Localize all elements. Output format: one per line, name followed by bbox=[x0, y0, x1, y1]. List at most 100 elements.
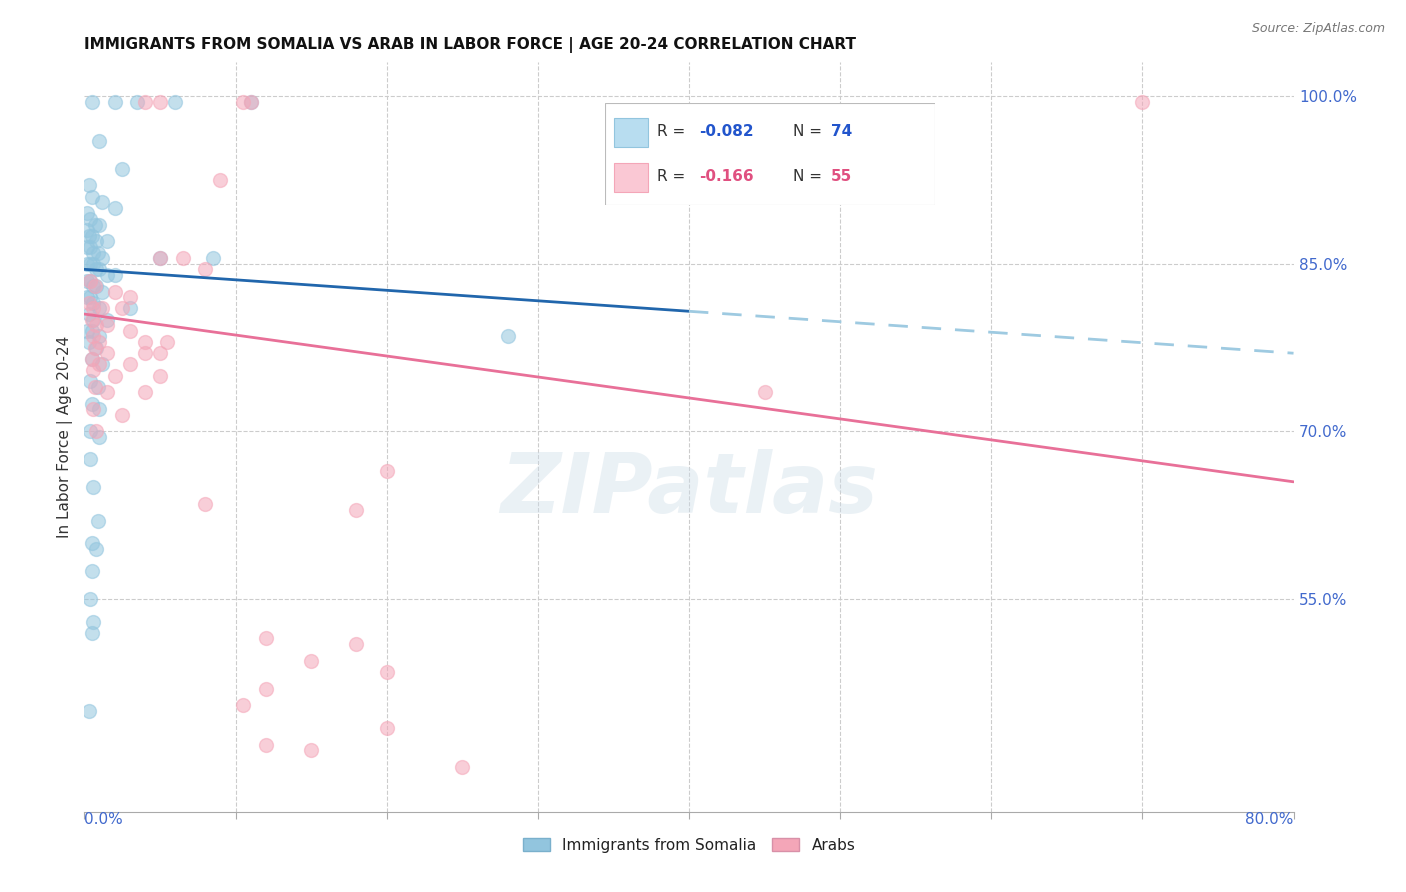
Point bbox=[79, 452, 101, 467]
Point bbox=[232, 698, 254, 713]
Point bbox=[239, 95, 262, 109]
Point bbox=[86, 425, 108, 439]
Point bbox=[80, 324, 103, 338]
Point bbox=[111, 408, 134, 422]
Point bbox=[79, 273, 101, 287]
Point bbox=[91, 285, 114, 299]
Point bbox=[86, 541, 108, 556]
FancyBboxPatch shape bbox=[605, 103, 935, 205]
Text: 80.0%: 80.0% bbox=[1246, 812, 1294, 827]
Point bbox=[82, 480, 104, 494]
Point bbox=[134, 346, 156, 360]
Point bbox=[79, 374, 101, 388]
Text: -0.166: -0.166 bbox=[699, 169, 754, 184]
Point bbox=[346, 637, 368, 651]
Point bbox=[76, 290, 98, 304]
Point bbox=[104, 368, 127, 383]
Point bbox=[89, 358, 111, 372]
Point bbox=[96, 235, 118, 249]
Point bbox=[80, 564, 103, 578]
Text: N =: N = bbox=[793, 169, 827, 184]
Point bbox=[346, 502, 368, 516]
Point bbox=[84, 380, 107, 394]
Point bbox=[118, 324, 141, 338]
Point bbox=[89, 430, 111, 444]
Point bbox=[89, 218, 111, 232]
Text: 55: 55 bbox=[831, 169, 852, 184]
Point bbox=[149, 95, 172, 109]
Point bbox=[375, 464, 398, 478]
Point bbox=[149, 346, 172, 360]
Point bbox=[89, 334, 111, 349]
Point bbox=[77, 704, 100, 718]
Point bbox=[96, 346, 118, 360]
Point bbox=[201, 251, 224, 265]
Point bbox=[76, 240, 98, 254]
Point bbox=[87, 514, 110, 528]
Point bbox=[91, 195, 114, 210]
Point bbox=[1132, 95, 1154, 109]
Point bbox=[172, 251, 194, 265]
Point bbox=[754, 385, 776, 400]
Point bbox=[80, 536, 103, 550]
Point bbox=[149, 251, 172, 265]
Point bbox=[79, 425, 101, 439]
Point bbox=[76, 257, 98, 271]
Point bbox=[194, 497, 217, 511]
Point bbox=[496, 329, 519, 343]
Y-axis label: In Labor Force | Age 20-24: In Labor Force | Age 20-24 bbox=[58, 336, 73, 538]
Text: R =: R = bbox=[658, 169, 690, 184]
Point bbox=[375, 665, 398, 679]
Point bbox=[89, 134, 111, 148]
Text: IMMIGRANTS FROM SOMALIA VS ARAB IN LABOR FORCE | AGE 20-24 CORRELATION CHART: IMMIGRANTS FROM SOMALIA VS ARAB IN LABOR… bbox=[84, 37, 856, 53]
Text: 0.0%: 0.0% bbox=[84, 812, 124, 827]
Point bbox=[80, 228, 103, 243]
Point bbox=[80, 625, 103, 640]
Point bbox=[111, 301, 134, 316]
Point bbox=[82, 279, 104, 293]
Point bbox=[82, 615, 104, 629]
Point bbox=[77, 307, 100, 321]
Point bbox=[84, 218, 107, 232]
Point bbox=[86, 235, 108, 249]
Point bbox=[76, 324, 98, 338]
Point bbox=[86, 318, 108, 333]
Point bbox=[89, 301, 111, 316]
Point bbox=[299, 654, 322, 668]
Point bbox=[77, 334, 100, 349]
Point bbox=[79, 257, 101, 271]
Point bbox=[232, 95, 254, 109]
Point bbox=[79, 290, 101, 304]
Point bbox=[134, 95, 156, 109]
Point bbox=[80, 351, 103, 366]
Point bbox=[91, 251, 114, 265]
Point bbox=[254, 632, 277, 646]
Point bbox=[77, 296, 100, 310]
Point bbox=[76, 206, 98, 220]
FancyBboxPatch shape bbox=[614, 163, 648, 192]
Point bbox=[86, 279, 108, 293]
Point bbox=[194, 262, 217, 277]
Point bbox=[96, 385, 118, 400]
Point bbox=[118, 290, 141, 304]
Point bbox=[82, 363, 104, 377]
Point bbox=[82, 245, 104, 260]
Point bbox=[82, 329, 104, 343]
Point bbox=[254, 681, 277, 696]
Point bbox=[149, 251, 172, 265]
Point bbox=[80, 95, 103, 109]
FancyBboxPatch shape bbox=[614, 118, 648, 146]
Point bbox=[156, 334, 179, 349]
Point bbox=[451, 760, 474, 774]
Point bbox=[96, 312, 118, 326]
Point bbox=[76, 223, 98, 237]
Point bbox=[104, 95, 127, 109]
Point bbox=[82, 296, 104, 310]
Point bbox=[82, 402, 104, 417]
Point bbox=[80, 396, 103, 410]
Point bbox=[76, 273, 98, 287]
Legend: Immigrants from Somalia, Arabs: Immigrants from Somalia, Arabs bbox=[523, 838, 855, 853]
Point bbox=[149, 368, 172, 383]
Point bbox=[80, 312, 103, 326]
Point bbox=[86, 341, 108, 355]
